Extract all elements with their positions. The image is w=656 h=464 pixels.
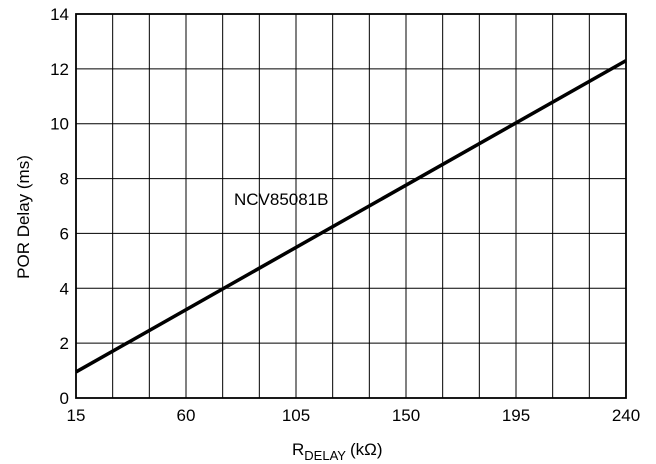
x-tick-label: 195 bbox=[502, 406, 530, 425]
x-axis-title-main: R bbox=[292, 440, 304, 459]
y-tick-label: 4 bbox=[60, 279, 69, 298]
x-tick-label: 60 bbox=[177, 406, 196, 425]
x-tick-label: 150 bbox=[392, 406, 420, 425]
x-axis-title: RDELAY (kΩ) bbox=[292, 440, 382, 463]
x-axis-title-subscript: DELAY bbox=[304, 448, 346, 463]
x-axis-title-unit: (kΩ) bbox=[350, 440, 383, 459]
y-tick-label: 0 bbox=[60, 389, 69, 408]
y-axis-title: POR Delay (ms) bbox=[14, 155, 33, 279]
x-axis-tick-labels: 15 60 105 150 195 240 bbox=[67, 406, 641, 425]
x-tick-label: 15 bbox=[67, 406, 86, 425]
plot-frame bbox=[75, 13, 627, 399]
x-tick-label: 105 bbox=[282, 406, 310, 425]
y-tick-label: 14 bbox=[50, 5, 69, 24]
x-tick-label: 240 bbox=[612, 406, 640, 425]
y-tick-label: 10 bbox=[50, 115, 69, 134]
grid bbox=[76, 14, 626, 398]
series-layer bbox=[75, 59, 627, 374]
series-label: NCV85081B bbox=[234, 190, 329, 209]
y-tick-label: 12 bbox=[50, 60, 69, 79]
y-axis-tick-labels: 0 2 4 6 8 10 12 14 bbox=[50, 5, 69, 408]
y-tick-label: 8 bbox=[60, 170, 69, 189]
y-tick-label: 6 bbox=[60, 224, 69, 243]
series-line bbox=[75, 59, 627, 374]
y-tick-label: 2 bbox=[60, 334, 69, 353]
